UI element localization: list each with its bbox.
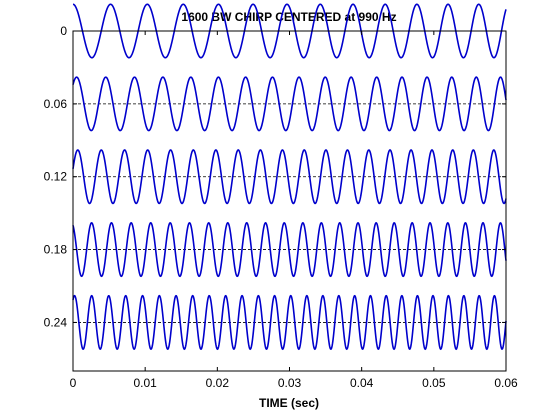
y-tick-label: 0.12 [44, 170, 68, 184]
y-tick-label: 0.06 [44, 97, 68, 111]
x-tick-label: 0.05 [422, 376, 446, 390]
y-tick-label: 0.24 [44, 315, 68, 329]
x-tick-label: 0.02 [206, 376, 230, 390]
chart-title: 1600 BW CHIRP CENTERED at 990 Hz [181, 10, 396, 24]
series-line-0 [72, 3, 507, 59]
series-line-3 [72, 221, 507, 278]
x-tick-label: 0.01 [133, 376, 157, 390]
x-tick-label: 0.04 [350, 376, 374, 390]
series-group [72, 3, 507, 351]
baselines [73, 30, 506, 323]
series-line-2 [72, 149, 507, 205]
x-tick-label: 0.06 [494, 376, 518, 390]
y-tick-label: 0.18 [44, 243, 68, 257]
x-axis-label: TIME (sec) [259, 396, 319, 410]
series-line-1 [72, 76, 507, 132]
x-tick-label: 0 [70, 376, 77, 390]
x-tick-label: 0.03 [278, 376, 302, 390]
ticks: 0 0.01 0.02 0.03 0.04 0.05 0.06 0 0.06 0.12 0.18 0.… [44, 24, 518, 390]
y-tick-label: 0 [60, 24, 67, 38]
series-line-4 [72, 294, 507, 351]
